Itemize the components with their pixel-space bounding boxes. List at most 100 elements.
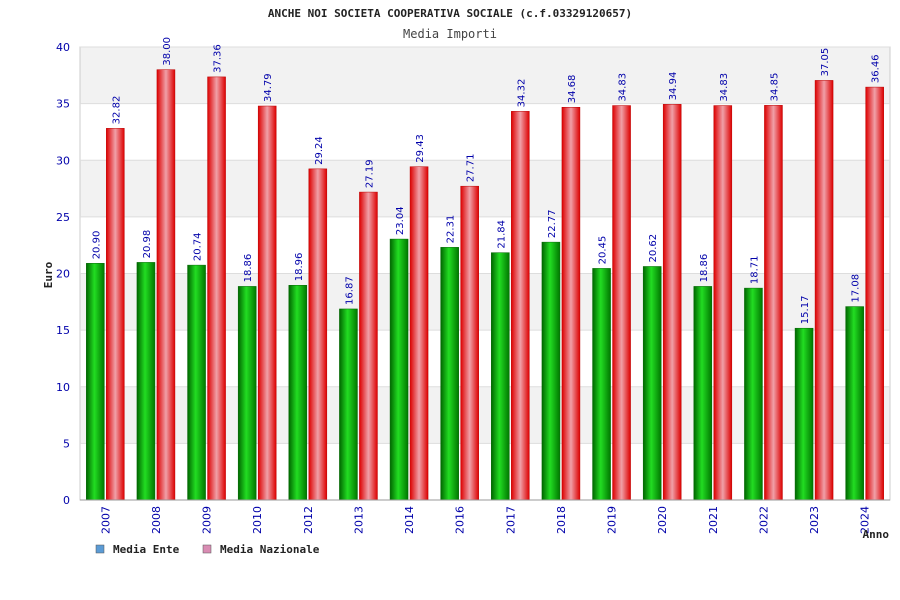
legend-swatch-ente: [95, 544, 105, 554]
bar-media-nazionale: [511, 111, 530, 501]
bar-media-nazionale: [561, 106, 581, 501]
value-label-nazionale: 34.94: [668, 72, 679, 101]
legend-swatch-nazionale: [202, 544, 212, 554]
bar-media-nazionale: [359, 191, 378, 501]
x-tick-label: 2019: [606, 506, 619, 534]
legend-label-nazionale: Media Nazionale: [220, 543, 320, 556]
bar-media-ente: [136, 262, 156, 501]
y-axis-ticks: 0 5 10 15 20 25 30 35 40: [56, 41, 70, 507]
bar-media-nazionale: [156, 69, 176, 501]
bar-media-nazionale: [612, 105, 631, 501]
value-label-nazionale: 38.00: [162, 37, 173, 66]
bar-media-ente: [187, 264, 206, 501]
bar-media-ente: [86, 263, 105, 501]
bar-media-nazionale: [713, 105, 733, 501]
value-label-ente: 20.90: [91, 231, 102, 260]
bar-media-ente: [339, 308, 358, 501]
bar-media-ente: [845, 306, 864, 501]
bars: [86, 69, 884, 501]
x-tick-label: 2024: [859, 506, 872, 534]
chart-subtitle: Media Importi: [403, 27, 497, 41]
value-label-nazionale: 37.36: [213, 44, 224, 73]
value-label-nazionale: 34.83: [618, 73, 629, 102]
bar-media-nazionale: [409, 166, 429, 501]
value-label-ente: 22.77: [547, 209, 558, 238]
bar-media-nazionale: [308, 168, 328, 501]
value-label-ente: 22.31: [446, 215, 457, 244]
x-axis-label: Anno: [863, 528, 890, 541]
x-tick-label: 2013: [352, 506, 365, 534]
value-label-ente: 18.86: [243, 254, 254, 283]
x-tick-label: 2018: [555, 506, 568, 534]
y-tick-label: 0: [63, 494, 70, 507]
legend-label-ente: Media Ente: [113, 543, 180, 556]
bar-media-ente: [440, 247, 459, 501]
bar-media-nazionale: [207, 76, 226, 501]
x-tick-label: 2007: [99, 506, 112, 534]
value-label-nazionale: 34.68: [567, 75, 578, 104]
x-tick-label: 2012: [302, 506, 315, 534]
bar-media-nazionale: [106, 128, 125, 501]
bar-media-nazionale: [814, 80, 834, 501]
bar-media-ente: [592, 268, 611, 501]
value-label-ente: 18.71: [749, 255, 760, 284]
y-tick-label: 15: [56, 324, 70, 337]
value-label-nazionale: 29.43: [415, 134, 426, 163]
value-label-ente: 20.98: [142, 230, 153, 259]
value-label-nazionale: 29.24: [314, 136, 325, 165]
value-label-ente: 17.08: [851, 274, 862, 303]
value-label-nazionale: 34.32: [516, 79, 527, 108]
bar-media-nazionale: [865, 86, 884, 501]
value-label-ente: 20.74: [193, 232, 204, 261]
y-tick-label: 10: [56, 381, 70, 394]
value-label-nazionale: 32.82: [111, 96, 122, 125]
value-label-nazionale: 27.19: [364, 159, 375, 188]
bar-media-ente: [794, 327, 814, 501]
bar-media-ente: [693, 286, 713, 501]
y-tick-label: 5: [63, 437, 70, 450]
y-axis-label: Euro: [42, 261, 55, 288]
legend: Media Ente Media Nazionale: [95, 543, 320, 556]
value-label-nazionale: 37.05: [820, 48, 831, 77]
y-tick-label: 40: [56, 41, 70, 54]
y-tick-label: 30: [56, 154, 70, 167]
value-label-ente: 16.87: [344, 276, 355, 305]
value-label-ente: 20.45: [598, 236, 609, 265]
x-tick-label: 2021: [707, 506, 720, 534]
x-tick-label: 2020: [656, 506, 669, 534]
x-tick-label: 2023: [808, 506, 821, 534]
x-tick-label: 2008: [150, 506, 163, 534]
y-tick-label: 35: [56, 98, 70, 111]
x-tick-label: 2017: [504, 506, 517, 534]
value-label-ente: 18.96: [294, 253, 305, 282]
value-label-nazionale: 36.46: [871, 54, 882, 83]
value-label-nazionale: 27.71: [466, 154, 477, 183]
bar-media-ente: [642, 266, 662, 501]
bar-media-nazionale: [257, 105, 277, 501]
y-tick-label: 20: [56, 268, 70, 281]
value-label-ente: 18.86: [699, 254, 710, 283]
value-label-nazionale: 34.79: [263, 73, 274, 102]
x-axis-ticks: 2007 2008 2009 2010 2012 2013 2014 2016 2017 2018…: [80, 499, 890, 534]
chart-title: ANCHE NOI SOCIETA COOPERATIVA SOCIALE (c…: [268, 7, 632, 20]
x-tick-label: 2016: [454, 506, 467, 534]
x-tick-label: 2022: [757, 506, 770, 534]
bar-media-ente: [389, 238, 409, 501]
x-tick-label: 2010: [251, 506, 264, 534]
bar-media-nazionale: [662, 104, 682, 501]
value-label-ente: 15.17: [800, 296, 811, 325]
bar-media-ente: [491, 252, 510, 501]
value-label-ente: 21.84: [496, 220, 507, 249]
x-tick-label: 2014: [403, 506, 416, 534]
bar-media-nazionale: [764, 105, 783, 501]
bar-media-ente: [237, 286, 257, 501]
value-label-ente: 23.04: [395, 206, 406, 235]
value-label-nazionale: 34.85: [769, 73, 780, 102]
bar-media-ente: [744, 287, 763, 501]
value-label-ente: 20.62: [648, 234, 659, 263]
value-label-nazionale: 34.83: [719, 73, 730, 102]
bar-media-ente: [288, 285, 308, 501]
bar-media-ente: [541, 241, 561, 501]
y-tick-label: 25: [56, 211, 70, 224]
